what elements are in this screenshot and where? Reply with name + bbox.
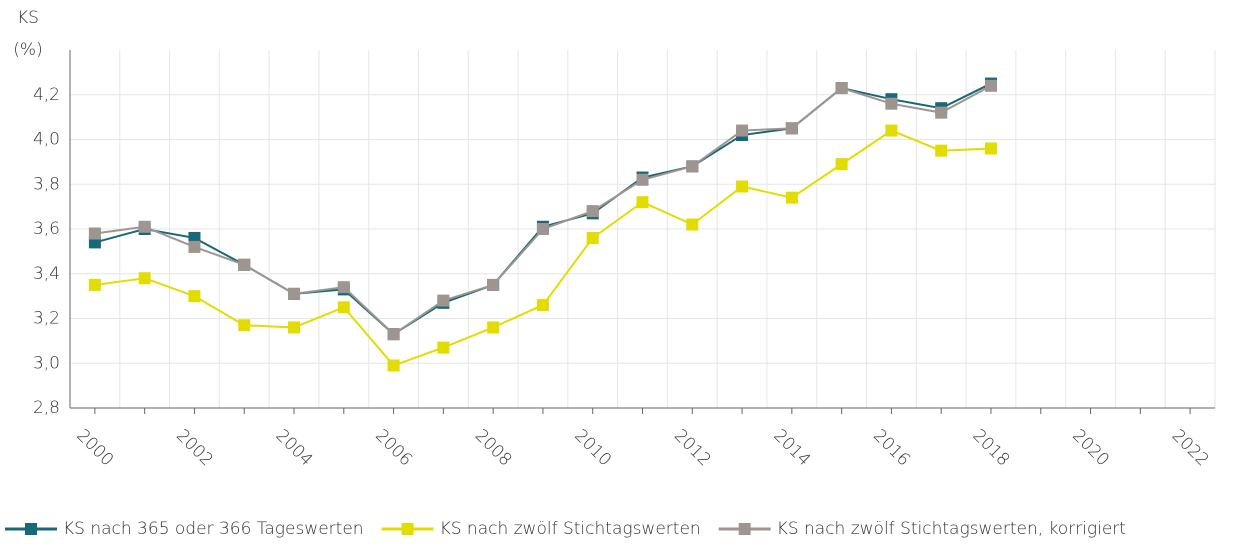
marker bbox=[636, 173, 649, 186]
legend-swatch bbox=[401, 523, 414, 535]
y-tick-label: 2,8 bbox=[33, 398, 60, 418]
marker bbox=[984, 79, 997, 92]
series-line bbox=[94, 84, 992, 336]
x-tick-label: 2020 bbox=[1068, 426, 1113, 471]
x-tick-label: 2000 bbox=[73, 426, 118, 471]
marker bbox=[288, 287, 301, 300]
marker bbox=[835, 158, 848, 171]
x-tick-label: 2016 bbox=[869, 426, 914, 471]
marker bbox=[188, 290, 201, 303]
x-tick-label: 2014 bbox=[769, 426, 814, 471]
marker bbox=[337, 281, 350, 294]
marker bbox=[885, 97, 898, 110]
marker bbox=[88, 278, 101, 291]
legend-label: KS nach zwölf Stichtagswerten, korrigier… bbox=[777, 519, 1126, 539]
marker bbox=[138, 272, 151, 285]
marker bbox=[885, 124, 898, 137]
legend-label: KS nach zwölf Stichtagswerten bbox=[440, 519, 701, 539]
series-line bbox=[94, 82, 992, 336]
marker bbox=[238, 319, 251, 332]
marker bbox=[636, 196, 649, 209]
marker bbox=[785, 191, 798, 204]
x-tick-label: 2022 bbox=[1168, 426, 1213, 471]
marker bbox=[387, 328, 400, 341]
marker bbox=[337, 301, 350, 314]
marker bbox=[487, 278, 500, 291]
marker bbox=[686, 160, 699, 173]
y-tick-label: 3,2 bbox=[33, 309, 60, 329]
x-tick-label: 2018 bbox=[969, 426, 1014, 471]
y-tick-label: 3,0 bbox=[33, 353, 60, 373]
marker bbox=[586, 205, 599, 218]
marker bbox=[984, 142, 997, 155]
y-axis-label: (%) bbox=[13, 40, 42, 60]
marker bbox=[835, 82, 848, 95]
marker bbox=[437, 294, 450, 307]
marker bbox=[387, 359, 400, 372]
marker bbox=[536, 299, 549, 312]
marker bbox=[586, 231, 599, 244]
y-tick-label: 3,6 bbox=[33, 219, 60, 239]
marker bbox=[238, 258, 251, 271]
marker bbox=[487, 321, 500, 334]
y-tick-label: 4,2 bbox=[33, 85, 60, 105]
legend-swatch bbox=[25, 523, 37, 535]
marker bbox=[935, 106, 948, 119]
marker bbox=[188, 240, 201, 253]
x-tick-label: 2006 bbox=[371, 426, 416, 471]
y-axis-label: KS bbox=[17, 8, 39, 28]
marker bbox=[785, 122, 798, 135]
marker bbox=[437, 341, 450, 354]
marker bbox=[288, 321, 301, 334]
series-line bbox=[94, 129, 992, 367]
marker bbox=[686, 218, 699, 231]
marker bbox=[138, 220, 151, 233]
x-tick-label: 2012 bbox=[670, 426, 715, 471]
marker bbox=[935, 144, 948, 157]
y-tick-label: 3,4 bbox=[33, 264, 60, 284]
y-tick-label: 4,0 bbox=[33, 130, 60, 150]
legend-label: KS nach 365 oder 366 Tageswerten bbox=[63, 519, 364, 539]
x-tick-label: 2008 bbox=[471, 426, 516, 471]
x-tick-label: 2004 bbox=[272, 426, 317, 471]
y-tick-label: 3,8 bbox=[33, 174, 60, 194]
x-tick-label: 2010 bbox=[570, 426, 615, 471]
x-tick-label: 2002 bbox=[172, 426, 217, 471]
marker bbox=[88, 227, 101, 240]
marker bbox=[736, 180, 749, 193]
marker bbox=[536, 223, 549, 235]
legend-swatch bbox=[738, 523, 751, 535]
marker bbox=[736, 124, 749, 137]
